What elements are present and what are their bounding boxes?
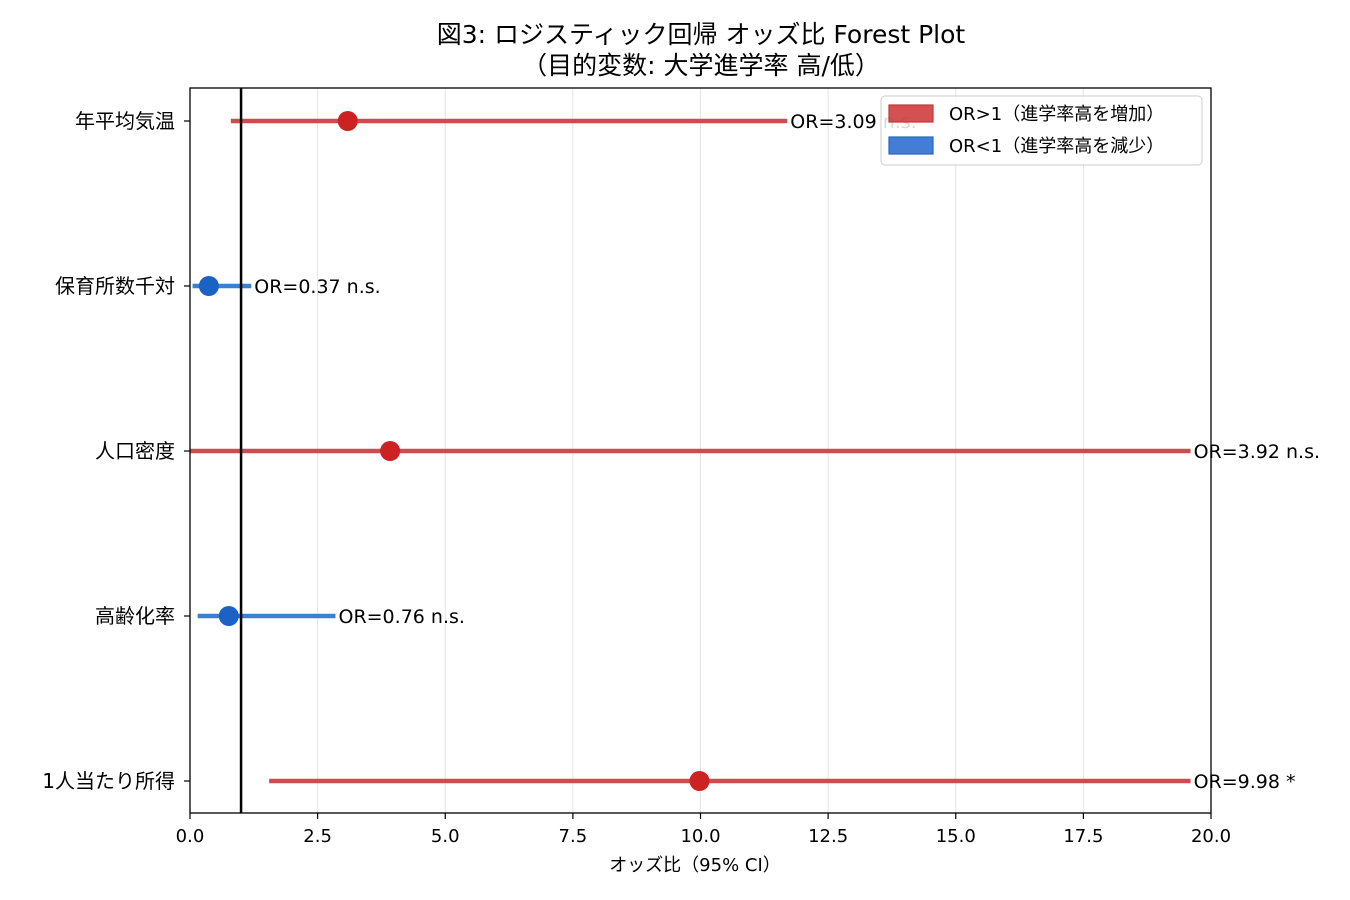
or-annotation: OR=9.98 * — [1194, 771, 1296, 793]
x-tick-label: 12.5 — [808, 826, 848, 847]
legend-swatch — [888, 104, 934, 123]
x-axis-label: オッズ比（95% CI） — [609, 855, 781, 876]
legend-label: OR>1（進学率高を増加） — [949, 104, 1164, 125]
legend-label: OR<1（進学率高を減少） — [949, 136, 1164, 157]
or-point — [218, 606, 239, 626]
legend-box — [880, 95, 1203, 166]
x-tick-label: 10.0 — [680, 826, 720, 847]
or-point — [198, 276, 219, 296]
legend-swatch — [888, 136, 934, 155]
series-layer: OR=3.09 n.s.OR=0.37 n.s.OR=3.92 n.s.OR=0… — [190, 111, 1320, 793]
x-tick-label: 0.0 — [176, 826, 205, 847]
chart-title: 図3: ロジスティック回帰 オッズ比 Forest Plot — [437, 20, 966, 49]
y-tick-label: 1人当たり所得 — [42, 769, 175, 793]
x-tick-label: 5.0 — [431, 826, 460, 847]
or-annotation: OR=0.37 n.s. — [254, 276, 380, 298]
x-tick-label: 7.5 — [559, 826, 588, 847]
or-annotation: OR=0.76 n.s. — [338, 606, 464, 628]
or-point — [380, 441, 401, 461]
x-tick-label: 15.0 — [936, 826, 976, 847]
x-tick-label: 17.5 — [1063, 826, 1103, 847]
y-tick-label: 年平均気温 — [75, 109, 175, 133]
plot-frame — [189, 87, 1212, 814]
or-annotation: OR=3.92 n.s. — [1194, 441, 1320, 463]
x-axis: 0.0 2.5 5.0 7.5 10.0 12.5 15.0 17.5 20.0 — [176, 813, 1231, 847]
chart-subtitle: （目的変数: 大学進学率 高/低） — [522, 51, 880, 80]
legend: OR>1（進学率高を増加） OR<1（進学率高を減少） — [880, 95, 1203, 166]
y-tick-label: 保育所数千対 — [55, 274, 175, 298]
y-tick-label: 人口密度 — [95, 439, 175, 463]
x-tick-label: 20.0 — [1191, 826, 1231, 847]
or-point — [337, 111, 358, 131]
x-tick-label: 2.5 — [303, 826, 332, 847]
y-tick-label: 高齢化率 — [95, 604, 175, 628]
or-point — [689, 771, 710, 791]
